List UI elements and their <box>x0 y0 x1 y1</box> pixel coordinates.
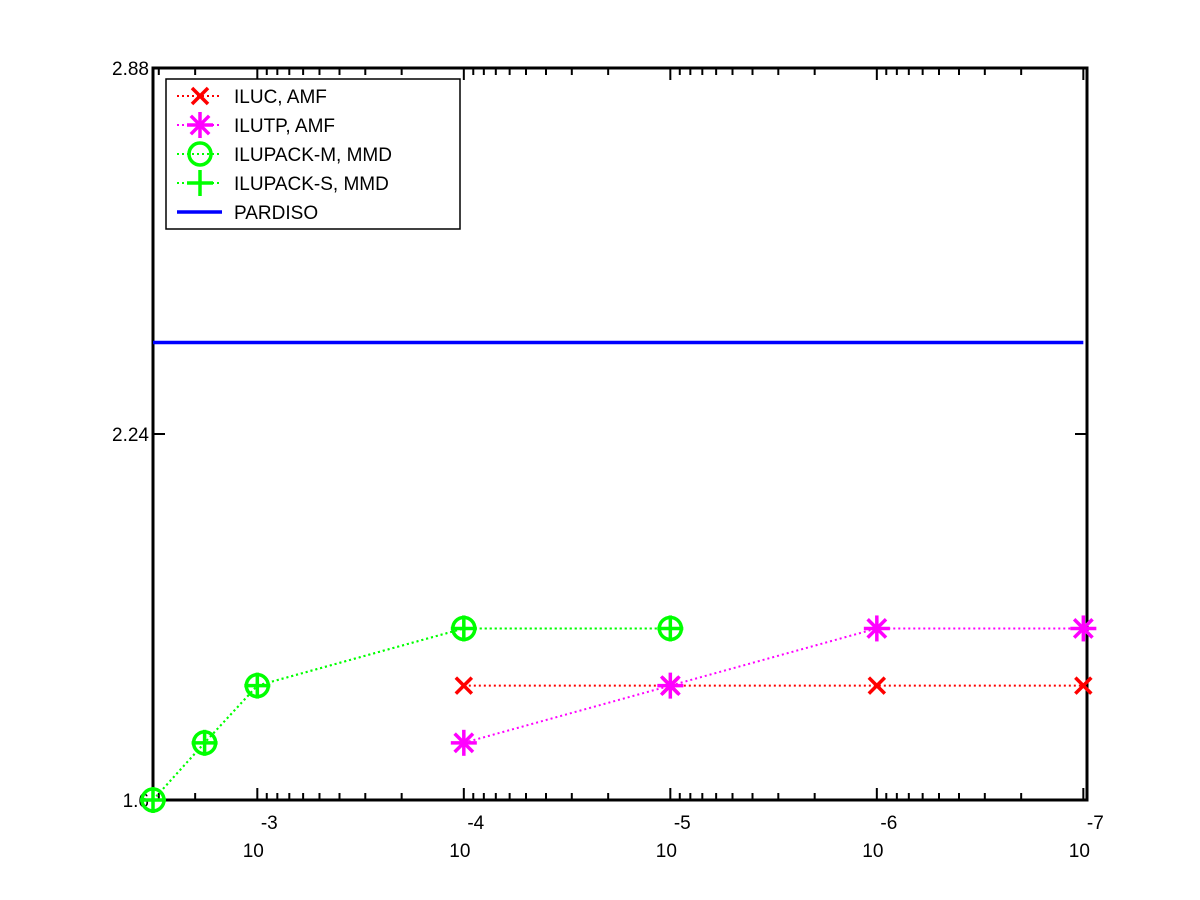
x-tick-label-base: 10 <box>243 841 264 862</box>
marker-x <box>1074 676 1093 695</box>
x-tick-label-base: 10 <box>656 841 677 862</box>
x-tick-label-exponent: -5 <box>674 813 691 834</box>
marker-plus <box>187 170 213 196</box>
y-tick-label: 2.24 <box>112 425 149 446</box>
series-line <box>463 627 1084 744</box>
x-tick-label-base: 10 <box>862 841 883 862</box>
series-0 <box>454 676 1093 695</box>
marker-x <box>190 86 210 106</box>
marker-plus <box>191 729 218 756</box>
legend-entry: ILUPACK-S, MMD <box>177 170 389 196</box>
marker-asterisk <box>863 615 890 642</box>
legend-label: ILUPACK-S, MMD <box>234 174 389 195</box>
x-tick-label-exponent: -7 <box>1087 813 1104 834</box>
legend: ILUC, AMF ILUTP, AMF ILUPACK-M, MMD ILUPACK… <box>165 78 461 230</box>
marker-plus <box>450 615 477 642</box>
marker-asterisk <box>187 112 213 138</box>
marker-asterisk <box>657 672 684 699</box>
marker-asterisk <box>450 729 477 756</box>
series-layer <box>140 340 1097 813</box>
legend-label: ILUTP, AMF <box>234 116 335 137</box>
series-2 <box>140 615 684 813</box>
series-line <box>152 627 671 801</box>
legend-label: ILUPACK-M, MMD <box>234 145 392 166</box>
series-3 <box>140 615 684 813</box>
legend-entry: ILUTP, AMF <box>177 112 335 138</box>
y-tick-label: 2.88 <box>112 59 149 80</box>
marker-x <box>867 676 887 695</box>
marker-plus <box>657 615 684 642</box>
marker-circle <box>187 141 213 167</box>
marker-plus <box>140 787 166 813</box>
legend-entry: ILUC, AMF <box>177 86 327 108</box>
marker-asterisk <box>1070 615 1097 642</box>
legend-box <box>165 78 461 230</box>
x-tick-label-exponent: -6 <box>880 813 897 834</box>
x-tick-label-base: 10 <box>1069 841 1090 862</box>
legend-entry: PARDISO <box>177 203 318 224</box>
legend-entry: ILUPACK-M, MMD <box>177 141 392 167</box>
x-tick-label-exponent: -4 <box>467 813 484 834</box>
axes: 10-310-410-510-610-71.62.242.88 <box>112 59 1104 862</box>
series-1 <box>450 615 1097 756</box>
marker-plus <box>244 672 271 699</box>
legend-label: ILUC, AMF <box>234 87 327 108</box>
legend-label: PARDISO <box>234 203 318 224</box>
x-tick-label-base: 10 <box>449 841 470 862</box>
x-tick-label-exponent: -3 <box>261 813 278 834</box>
marker-x <box>454 676 474 695</box>
